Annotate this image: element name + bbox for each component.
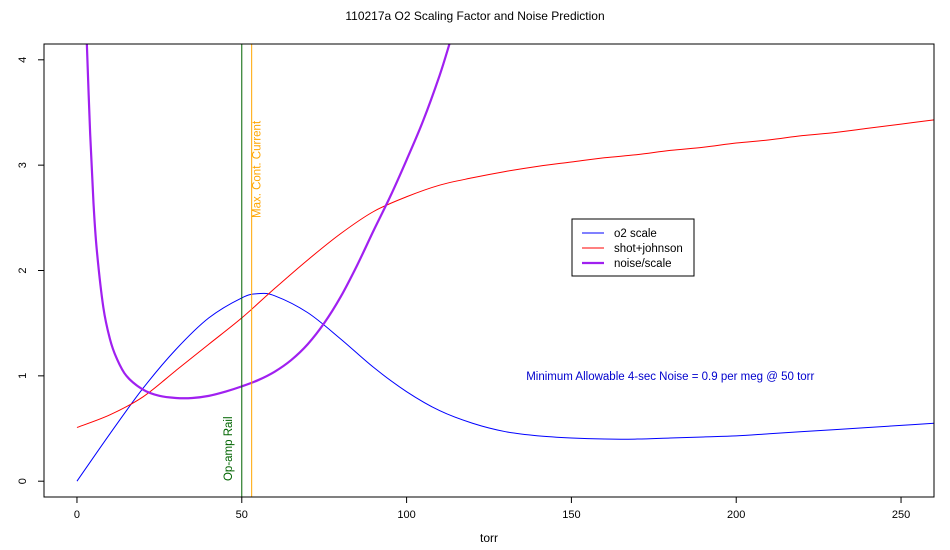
x-axis-label: torr: [480, 531, 498, 545]
x-tick-label-100: 100: [397, 509, 415, 521]
y-tick-label-4: 4: [17, 57, 29, 63]
y-tick-label-2: 2: [17, 267, 29, 273]
chart-title: 110217a O2 Scaling Factor and Noise Pred…: [345, 9, 604, 23]
x-tick-label-200: 200: [727, 509, 745, 521]
plot-frame: [43, 43, 935, 498]
x-tick-label-50: 50: [236, 509, 248, 521]
annotation-0: Minimum Allowable 4-sec Noise = 0.9 per …: [526, 371, 814, 383]
x-tick-label-250: 250: [892, 509, 910, 521]
y-tick-label-3: 3: [17, 162, 29, 168]
series-line-shot-johnson: [76, 119, 934, 428]
series-line-o2-scale: [76, 292, 934, 482]
legend-label-1: shot+johnson: [614, 243, 683, 255]
y-tick-label-1: 1: [17, 373, 29, 379]
legend-label-2: noise/scale: [614, 258, 672, 270]
legend: o2 scale shot+johnson noise/scale: [571, 218, 695, 277]
legend-label-0: o2 scale: [614, 228, 657, 240]
vline-layer: Op-amp Rail Max. Cont. Current: [223, 44, 264, 497]
y-axis: 0 1 2 3 4: [17, 57, 44, 484]
x-axis: 0 50 100 150 200 250: [74, 497, 910, 521]
vline-label-0: Op-amp Rail: [223, 416, 235, 481]
vline-label-1: Max. Cont. Current: [252, 120, 264, 218]
y-tick-label-0: 0: [17, 478, 29, 484]
series-line-noise-scale: [85, 44, 451, 400]
series-layer: [76, 44, 934, 482]
annotation-layer: Minimum Allowable 4-sec Noise = 0.9 per …: [526, 371, 814, 383]
x-tick-label-150: 150: [562, 509, 580, 521]
x-tick-label-0: 0: [74, 509, 80, 521]
